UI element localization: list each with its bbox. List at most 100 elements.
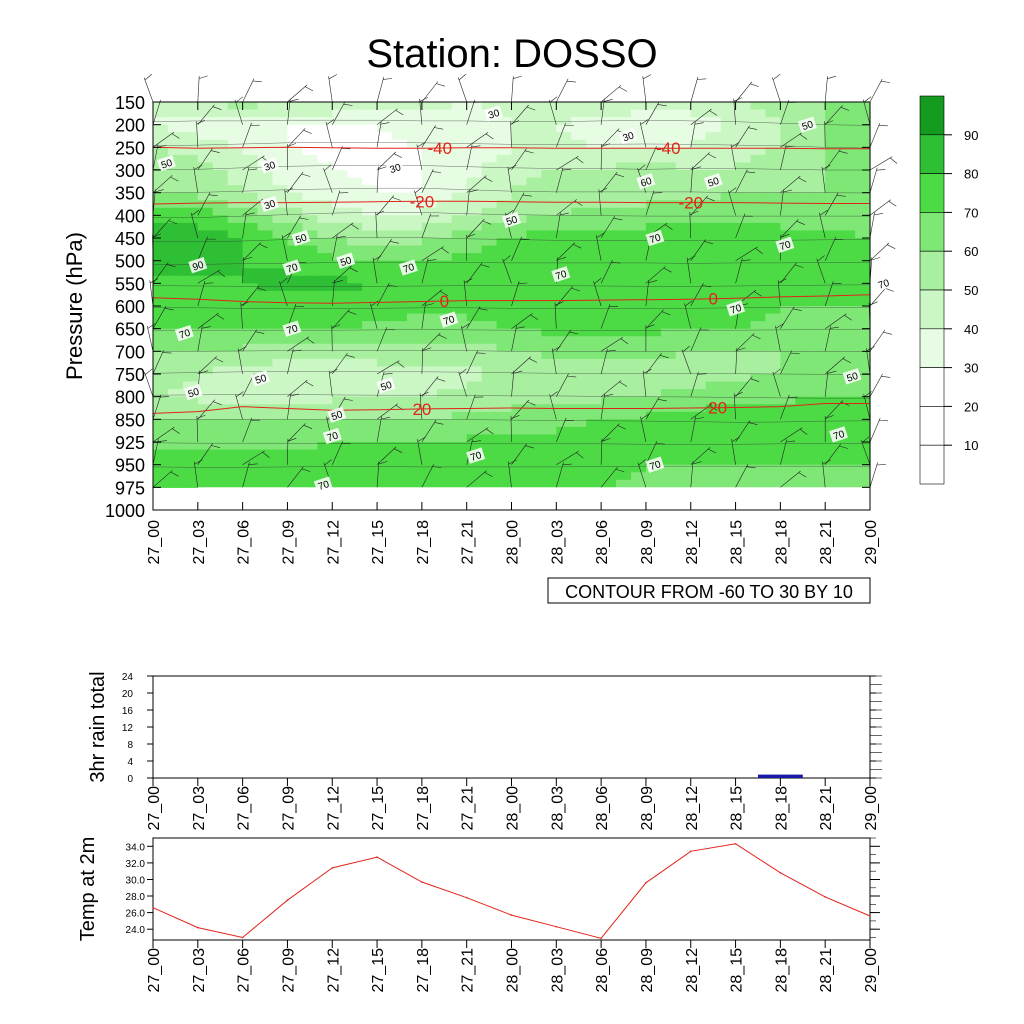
contour-line [152, 119, 871, 126]
shade-cell [451, 222, 468, 232]
shade-cell [272, 366, 289, 375]
shade-cell [496, 245, 513, 254]
shade-cell [257, 472, 274, 481]
shade-cell [810, 313, 826, 322]
shade-cell [780, 449, 796, 458]
shade-cell [526, 162, 542, 171]
shade-cell [272, 411, 289, 420]
wind-barb [242, 242, 268, 261]
shade-cell [840, 177, 856, 186]
isotherm-lines: -40 -40-20 -200 020 20 [152, 139, 871, 419]
shade-cell [511, 396, 528, 405]
shade-cell [377, 192, 393, 201]
shade-cell [840, 389, 856, 398]
shade-cell [257, 185, 274, 194]
shade-cell [631, 275, 647, 284]
shade-cell [377, 124, 393, 133]
shade-cell [421, 358, 438, 368]
shade-cell [795, 464, 811, 473]
wind-barb [600, 336, 629, 352]
pressure-tick-label: 800 [115, 388, 145, 408]
shade-cell [735, 442, 752, 451]
contour-label: 90 [188, 257, 208, 274]
shade-cell [317, 464, 333, 473]
wind-barb [152, 350, 172, 375]
shade-cell [272, 396, 289, 405]
shade-cell [481, 102, 498, 111]
shade-cell [332, 389, 348, 398]
shade-cell [362, 245, 378, 254]
wind-barb [279, 277, 288, 307]
shade-cell [750, 343, 767, 352]
shade-cell [436, 336, 453, 345]
shade-cell [616, 472, 632, 481]
shade-cell [765, 374, 781, 383]
shade-cell [541, 185, 557, 194]
shade-cell [765, 396, 781, 405]
wind-barb [600, 85, 628, 103]
shade-cell [631, 464, 647, 473]
contour-label-bg [385, 159, 405, 176]
pressure-tick-label: 150 [115, 93, 145, 113]
shade-cell [347, 139, 363, 148]
shade-cell [720, 298, 737, 307]
shade-cell [660, 238, 677, 247]
shade-cell [675, 132, 692, 141]
shade-cell [227, 207, 244, 216]
shade-cell [556, 321, 572, 330]
shade-cell [302, 381, 318, 390]
shade-cell [556, 343, 572, 352]
pressure-tick-label: 500 [115, 252, 145, 272]
contour-label: 30 [484, 105, 504, 122]
shade-cell [167, 200, 184, 209]
shade-cell [153, 434, 169, 443]
shade-cell [302, 449, 318, 458]
shade-cell [660, 185, 677, 194]
shade-cell [317, 253, 333, 262]
shade-cell [631, 479, 647, 488]
shade-cell [317, 449, 333, 458]
shade-cell [840, 321, 856, 330]
shade-cell [720, 351, 737, 360]
shade-cell [392, 442, 408, 451]
shade-cell [780, 313, 796, 322]
shade-cell [377, 389, 393, 398]
wind-barb [466, 144, 481, 171]
wind-barb [190, 209, 200, 239]
shade-cell [601, 200, 617, 209]
shade-cell [631, 147, 647, 156]
shade-cell [182, 230, 199, 239]
shade-cell [855, 207, 871, 216]
shade-cell [227, 253, 244, 262]
time-tick-label: 28_21 [818, 520, 835, 565]
shade-cell [616, 154, 632, 164]
shade-cell [451, 336, 468, 345]
shade-cell [272, 147, 289, 156]
wind-barb [780, 132, 808, 148]
shade-cell [436, 457, 453, 466]
shade-cell [257, 396, 274, 405]
shade-cell [631, 124, 647, 133]
shade-cell [182, 283, 199, 292]
contour-line [153, 419, 871, 423]
shade-cell [750, 381, 767, 390]
shade-cell [675, 358, 692, 368]
shade-cell [705, 351, 722, 360]
wind-barb [511, 356, 538, 375]
shade-cell [362, 177, 378, 186]
shade-cell [377, 290, 393, 300]
rain-tick-label: 12 [122, 723, 134, 734]
wind-barb [600, 304, 619, 329]
rain-frame [152, 675, 871, 779]
shade-cell [347, 132, 363, 141]
shade-cell [601, 321, 617, 330]
shade-cell [257, 154, 274, 164]
shade-cell [631, 117, 647, 126]
shade-cell [645, 215, 662, 224]
shade-cell [660, 117, 677, 126]
rain-time-label: 27_21 [460, 786, 477, 831]
shade-cell [631, 260, 647, 269]
shade-cell [855, 124, 871, 133]
shade-cell [332, 313, 348, 322]
